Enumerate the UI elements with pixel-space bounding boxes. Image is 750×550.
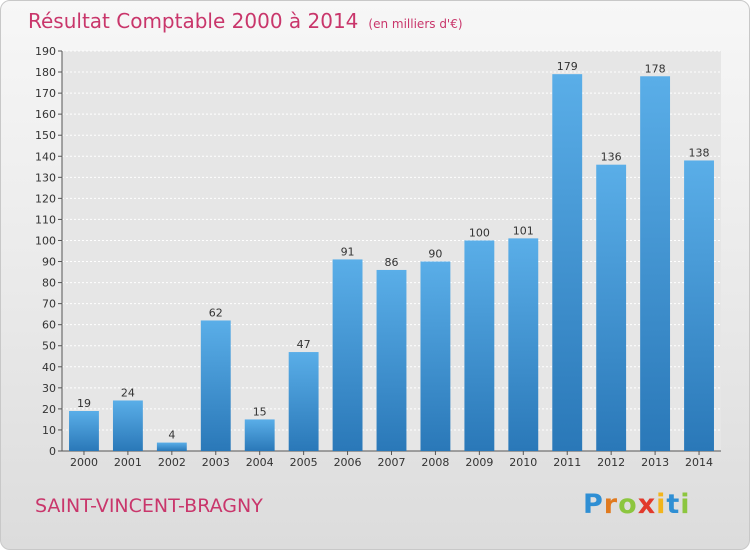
y-tick-label: 70 <box>42 298 56 311</box>
value-label: 91 <box>341 245 355 258</box>
bar-2010 <box>508 238 539 451</box>
bar-2006 <box>332 259 363 451</box>
y-tick-label: 30 <box>42 382 56 395</box>
logo-letter: r <box>603 489 619 520</box>
x-tick-label: 2013 <box>641 456 669 469</box>
chart-title-unit: (en milliers d'€) <box>368 17 463 31</box>
x-tick-label: 2000 <box>70 456 98 469</box>
logo-letter: o <box>618 489 638 520</box>
proxiti-logo: Proxiti <box>583 489 691 520</box>
bar-2003 <box>200 320 231 451</box>
y-tick-label: 10 <box>42 424 56 437</box>
y-tick-label: 120 <box>35 192 56 205</box>
logo-letter: i <box>656 489 667 520</box>
x-tick-label: 2006 <box>334 456 362 469</box>
y-tick-label: 0 <box>49 445 56 458</box>
value-label: 15 <box>253 405 267 418</box>
x-tick-label: 2001 <box>114 456 142 469</box>
value-label: 19 <box>77 397 91 410</box>
value-label: 24 <box>121 386 135 399</box>
chart-title: Résultat Comptable 2000 à 2014 (en millie… <box>28 9 463 33</box>
x-tick-label: 2004 <box>246 456 274 469</box>
y-tick-label: 150 <box>35 129 56 142</box>
value-label: 47 <box>297 338 311 351</box>
x-tick-label: 2007 <box>378 456 406 469</box>
bar-2001 <box>112 400 143 451</box>
bar-2007 <box>376 269 407 451</box>
bar-2008 <box>420 261 451 451</box>
x-tick-label: 2005 <box>290 456 318 469</box>
value-label: 90 <box>428 248 442 261</box>
y-tick-label: 20 <box>42 403 56 416</box>
x-tick-label: 2008 <box>421 456 449 469</box>
commune-name: SAINT-VINCENT-BRAGNY <box>35 495 263 517</box>
x-tick-label: 2010 <box>509 456 537 469</box>
logo-letter: P <box>583 489 604 520</box>
y-tick-label: 190 <box>35 45 56 58</box>
y-tick-label: 40 <box>42 361 56 374</box>
logo-letter: x <box>637 489 657 520</box>
logo-letter: i <box>680 489 691 520</box>
y-tick-label: 170 <box>35 87 56 100</box>
bar-2004 <box>244 419 275 451</box>
logo-letter: t <box>666 489 681 520</box>
x-tick-label: 2011 <box>553 456 581 469</box>
value-label: 179 <box>557 60 578 73</box>
value-label: 62 <box>209 306 223 319</box>
bar-2013 <box>640 76 671 452</box>
bar-2012 <box>596 164 627 451</box>
x-tick-label: 2009 <box>465 456 493 469</box>
y-tick-label: 50 <box>42 340 56 353</box>
x-tick-label: 2003 <box>202 456 230 469</box>
y-tick-label: 140 <box>35 150 56 163</box>
bar-2011 <box>552 74 583 451</box>
x-tick-label: 2012 <box>597 456 625 469</box>
value-label: 138 <box>689 146 710 159</box>
value-label: 101 <box>513 224 534 237</box>
y-tick-label: 180 <box>35 66 56 79</box>
y-tick-label: 100 <box>35 234 56 247</box>
value-label: 86 <box>385 256 399 269</box>
bar-2014 <box>684 160 714 451</box>
value-label: 4 <box>168 429 175 442</box>
x-tick-label: 2014 <box>685 456 713 469</box>
y-tick-label: 60 <box>42 319 56 332</box>
value-label: 136 <box>601 151 622 164</box>
y-tick-label: 90 <box>42 256 56 269</box>
bar-2009 <box>464 240 495 451</box>
bar-2005 <box>288 352 319 451</box>
y-tick-label: 110 <box>35 213 56 226</box>
bar-2000 <box>69 411 99 451</box>
y-tick-label: 80 <box>42 277 56 290</box>
bar-2002 <box>156 442 187 451</box>
value-label: 178 <box>645 62 666 75</box>
y-tick-label: 130 <box>35 171 56 184</box>
value-label: 100 <box>469 226 490 239</box>
chart-title-text: Résultat Comptable 2000 à 2014 <box>28 9 359 33</box>
y-tick-label: 160 <box>35 108 56 121</box>
x-tick-label: 2002 <box>158 456 186 469</box>
